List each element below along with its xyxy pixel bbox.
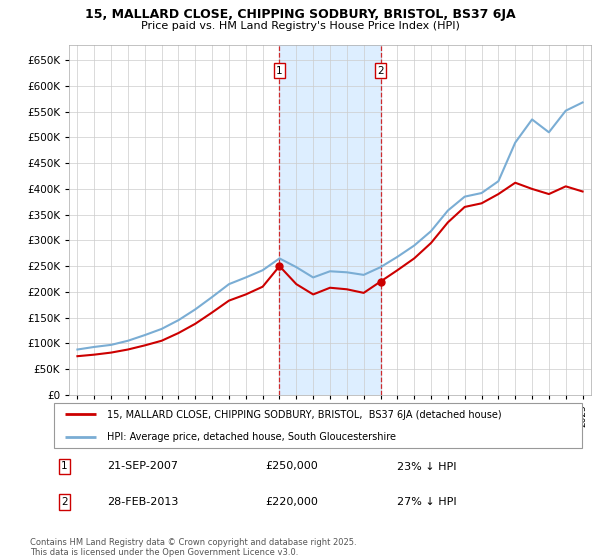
Text: 1: 1 bbox=[276, 66, 283, 76]
FancyBboxPatch shape bbox=[54, 403, 582, 448]
Text: 21-SEP-2007: 21-SEP-2007 bbox=[107, 461, 178, 472]
Text: £250,000: £250,000 bbox=[265, 461, 318, 472]
Text: HPI: Average price, detached house, South Gloucestershire: HPI: Average price, detached house, Sout… bbox=[107, 432, 396, 442]
Text: 1: 1 bbox=[61, 461, 68, 472]
Text: 28-FEB-2013: 28-FEB-2013 bbox=[107, 497, 178, 507]
Text: 2: 2 bbox=[61, 497, 68, 507]
Text: Price paid vs. HM Land Registry's House Price Index (HPI): Price paid vs. HM Land Registry's House … bbox=[140, 21, 460, 31]
Text: 2: 2 bbox=[377, 66, 384, 76]
Text: £220,000: £220,000 bbox=[265, 497, 318, 507]
Text: Contains HM Land Registry data © Crown copyright and database right 2025.
This d: Contains HM Land Registry data © Crown c… bbox=[30, 538, 356, 557]
Text: 23% ↓ HPI: 23% ↓ HPI bbox=[397, 461, 457, 472]
Text: 15, MALLARD CLOSE, CHIPPING SODBURY, BRISTOL, BS37 6JA: 15, MALLARD CLOSE, CHIPPING SODBURY, BRI… bbox=[85, 8, 515, 21]
Bar bbox=[280, 45, 380, 395]
Text: 15, MALLARD CLOSE, CHIPPING SODBURY, BRISTOL,  BS37 6JA (detached house): 15, MALLARD CLOSE, CHIPPING SODBURY, BRI… bbox=[107, 410, 502, 420]
Text: 27% ↓ HPI: 27% ↓ HPI bbox=[397, 497, 457, 507]
